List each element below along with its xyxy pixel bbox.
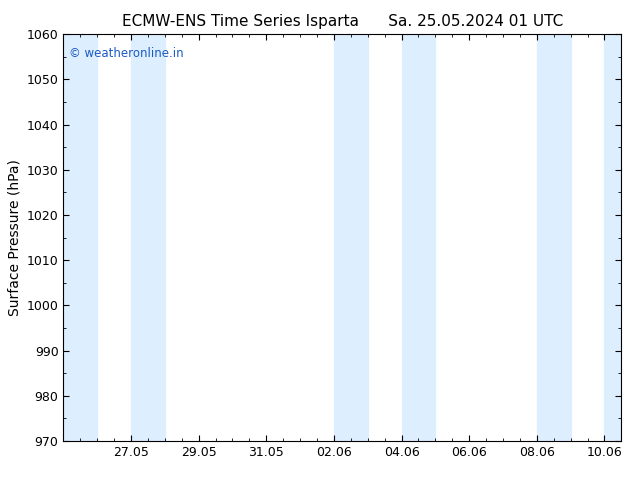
Bar (63, 34, 97, 441)
Bar (334, 34, 368, 441)
Bar (604, 34, 621, 441)
Bar (401, 34, 436, 441)
Title: ECMW-ENS Time Series Isparta      Sa. 25.05.2024 01 UTC: ECMW-ENS Time Series Isparta Sa. 25.05.2… (122, 14, 563, 29)
Bar (537, 34, 571, 441)
Y-axis label: Surface Pressure (hPa): Surface Pressure (hPa) (7, 159, 21, 316)
Text: © weatheronline.in: © weatheronline.in (69, 47, 184, 59)
Bar (131, 34, 165, 441)
